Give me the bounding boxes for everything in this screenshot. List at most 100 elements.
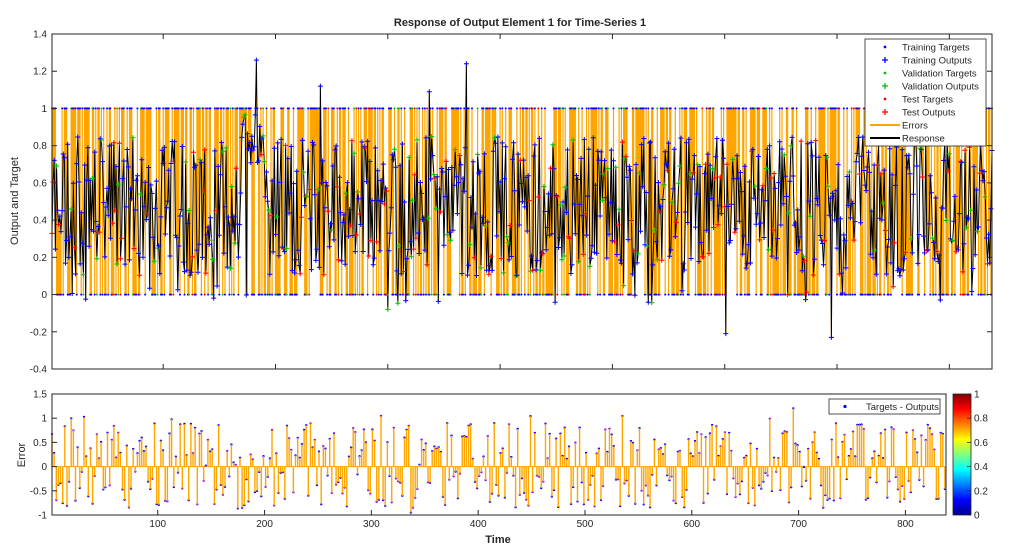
target-point xyxy=(206,107,208,110)
output-point xyxy=(322,205,328,211)
target-point xyxy=(359,107,362,110)
output-point xyxy=(295,247,301,253)
output-point xyxy=(828,334,834,340)
target-point xyxy=(806,107,809,110)
output-point xyxy=(983,235,989,241)
target-point xyxy=(674,107,677,110)
output-point xyxy=(954,245,960,251)
target-point xyxy=(850,107,853,110)
output-point xyxy=(659,257,665,263)
output-point xyxy=(755,154,761,159)
output-point xyxy=(541,184,547,189)
output-point xyxy=(709,166,715,172)
output-point xyxy=(631,248,637,254)
target-point xyxy=(710,293,713,296)
output-point xyxy=(589,243,595,249)
output-point xyxy=(258,152,264,158)
output-point xyxy=(271,145,277,151)
output-point xyxy=(657,208,663,214)
output-point xyxy=(961,241,967,247)
output-point xyxy=(408,254,414,260)
target-point xyxy=(156,293,159,296)
output-point xyxy=(545,191,551,197)
output-point xyxy=(715,222,721,228)
target-point xyxy=(138,293,141,296)
output-point xyxy=(457,153,463,158)
output-point xyxy=(188,269,194,275)
target-point xyxy=(667,293,670,296)
output-point xyxy=(63,260,68,266)
bottom-plot-area xyxy=(50,407,947,514)
target-point xyxy=(828,293,831,296)
output-point xyxy=(82,162,88,168)
output-point xyxy=(890,284,896,290)
output-point xyxy=(945,168,951,174)
output-point xyxy=(510,156,515,162)
target-point xyxy=(651,107,654,110)
output-point xyxy=(932,256,938,262)
output-point xyxy=(463,61,469,67)
target-point xyxy=(679,293,682,296)
output-point xyxy=(848,215,853,221)
output-point xyxy=(605,166,611,172)
output-point xyxy=(974,229,980,235)
output-point xyxy=(393,164,399,170)
output-point xyxy=(604,255,610,261)
output-point xyxy=(900,267,906,273)
target-point xyxy=(719,293,722,296)
target-point xyxy=(80,293,83,296)
output-point xyxy=(684,140,689,146)
output-point xyxy=(384,188,390,194)
target-point xyxy=(539,293,542,296)
target-point xyxy=(533,107,536,110)
output-point xyxy=(835,162,841,168)
target-point xyxy=(518,293,521,296)
output-point xyxy=(772,185,778,191)
output-point xyxy=(831,193,837,199)
output-point xyxy=(898,266,904,272)
output-point xyxy=(235,254,241,260)
target-point xyxy=(93,293,96,296)
target-point xyxy=(673,293,676,296)
target-point xyxy=(172,293,175,296)
output-point xyxy=(846,169,852,175)
output-point xyxy=(445,167,451,172)
output-point xyxy=(164,205,170,211)
target-point xyxy=(262,107,265,110)
target-point xyxy=(601,107,604,110)
output-point xyxy=(714,136,720,142)
legend-label: Response xyxy=(902,134,945,145)
output-point xyxy=(454,211,460,217)
output-point xyxy=(550,142,556,148)
output-point xyxy=(77,261,83,267)
output-point xyxy=(644,243,650,249)
output-point xyxy=(325,208,331,214)
output-point xyxy=(297,271,303,277)
target-point xyxy=(228,293,231,296)
output-point xyxy=(830,190,835,196)
output-point xyxy=(771,171,777,176)
target-point xyxy=(947,293,950,296)
output-point xyxy=(216,232,222,238)
output-point xyxy=(438,209,444,215)
target-point xyxy=(745,107,748,110)
output-point xyxy=(850,201,856,206)
output-point xyxy=(590,135,596,141)
output-point xyxy=(928,190,934,196)
x-axis-label: Time xyxy=(485,534,510,546)
output-point xyxy=(736,218,742,224)
output-point xyxy=(376,198,382,204)
output-point xyxy=(278,136,284,142)
colorbar-ticks: 0 0.2 0.4 0.6 0.8 1 xyxy=(967,390,988,522)
output-point xyxy=(132,207,138,213)
output-point xyxy=(962,147,968,153)
output-point xyxy=(244,131,250,137)
target-point xyxy=(883,293,886,296)
output-point xyxy=(104,185,110,191)
output-point xyxy=(916,232,922,238)
output-point xyxy=(414,137,420,143)
output-point xyxy=(340,220,346,226)
output-point xyxy=(551,166,557,172)
output-point xyxy=(930,235,935,241)
output-point xyxy=(508,254,514,259)
